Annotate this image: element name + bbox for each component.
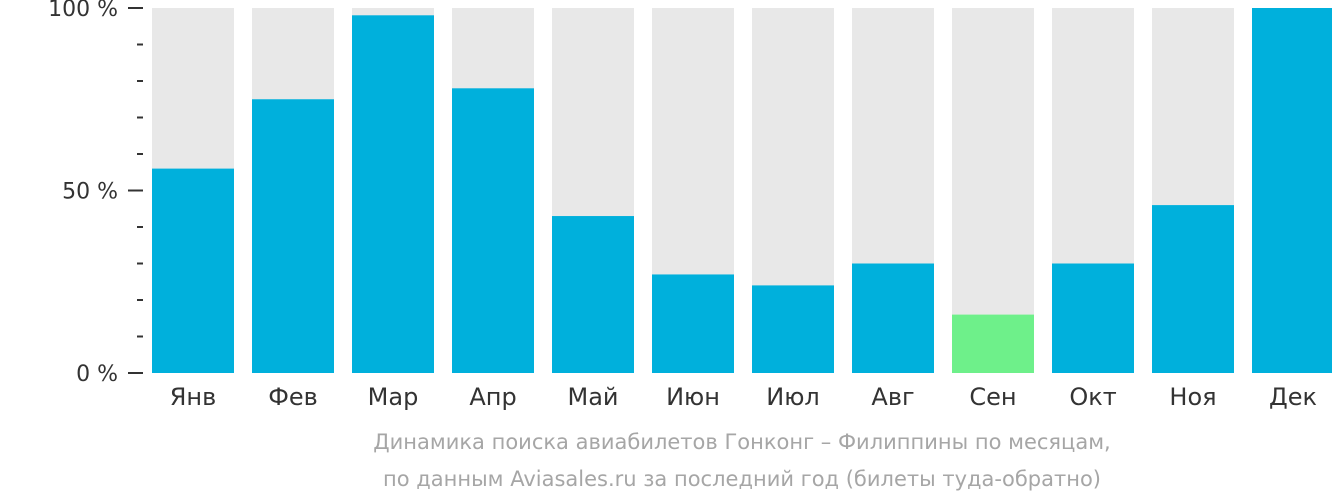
bar-10[interactable] — [1052, 263, 1134, 374]
bar-7[interactable] — [752, 285, 834, 373]
bar-6[interactable] — [652, 274, 734, 373]
y-tick-label: 100 % — [48, 0, 118, 22]
bar-background — [952, 8, 1034, 373]
x-tick-label: Авг — [871, 383, 914, 411]
y-tick-label: 0 % — [76, 362, 118, 387]
bar-chart: 100 % 50 % 0 % Янв Фев Мар Апр Май Июн Июл Авг Сен… — [48, 0, 1332, 411]
x-tick-label: Дек — [1269, 383, 1317, 411]
x-tick-label: Сен — [969, 383, 1016, 411]
bar-8[interactable] — [852, 263, 934, 374]
x-tick-label: Окт — [1069, 383, 1116, 411]
bars — [152, 8, 1332, 374]
bar-9[interactable] — [952, 314, 1034, 373]
x-axis: Янв Фев Мар Апр Май Июн Июл Авг Сен Окт Ноя Дек — [170, 383, 1317, 411]
y-tick-label: 50 % — [62, 180, 118, 205]
bar-2[interactable] — [252, 99, 334, 373]
bar-5[interactable] — [552, 216, 634, 373]
bar-3[interactable] — [352, 15, 434, 374]
chart-caption-line-2: по данным Aviasales.ru за последний год … — [383, 467, 1101, 491]
bar-1[interactable] — [152, 168, 234, 373]
bar-12[interactable] — [1252, 8, 1332, 373]
bar-11[interactable] — [1152, 205, 1234, 373]
x-tick-label: Апр — [469, 383, 516, 411]
x-tick-label: Июл — [766, 383, 820, 411]
x-tick-label: Ноя — [1169, 383, 1216, 411]
bar-4[interactable] — [452, 88, 534, 374]
y-axis: 100 % 50 % 0 % — [48, 0, 143, 387]
x-tick-label: Июн — [666, 383, 720, 411]
x-tick-label: Янв — [170, 383, 217, 411]
x-tick-label: Мар — [368, 383, 419, 411]
x-tick-label: Фев — [268, 383, 318, 411]
chart-caption-line-1: Динамика поиска авиабилетов Гонконг – Фи… — [373, 430, 1111, 454]
x-tick-label: Май — [567, 383, 618, 411]
